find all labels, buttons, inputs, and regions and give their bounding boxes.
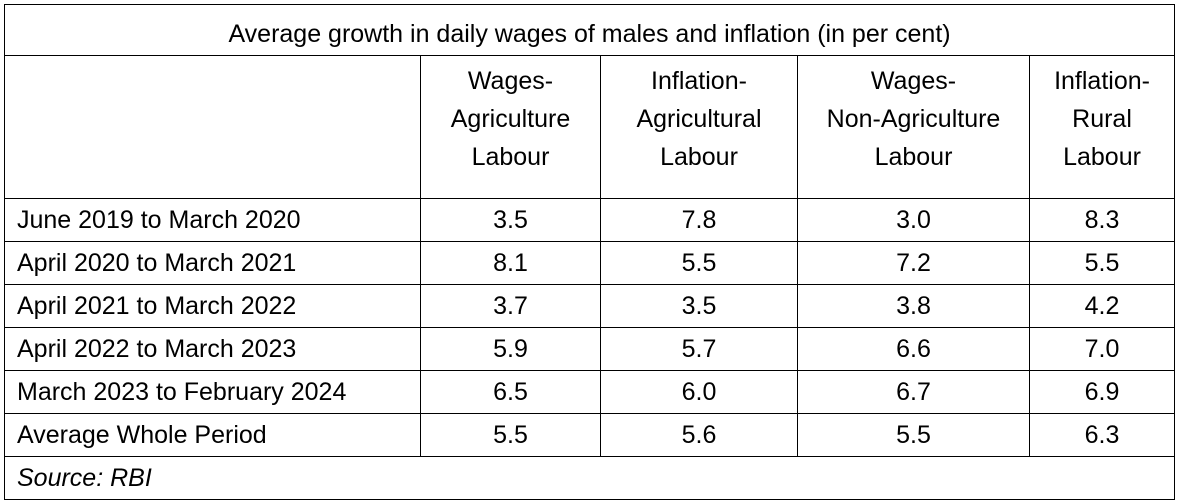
table-cell: 5.7 <box>600 327 798 371</box>
source-row: Source: RBI <box>3 456 1176 500</box>
table-cell: 5.9 <box>420 327 601 371</box>
column-header-wages-non-agriculture: Wages- Non-Agriculture Labour <box>797 55 1030 199</box>
table-cell: 4.2 <box>1028 284 1176 328</box>
column-header-line: Labour <box>874 143 953 171</box>
table-cell: 3.5 <box>420 198 601 242</box>
column-header-line: Rural <box>1072 105 1132 133</box>
table-cell: 3.5 <box>600 284 798 328</box>
row-label: April 2021 to March 2022 <box>4 284 421 328</box>
table-cell: 8.3 <box>1028 198 1176 242</box>
column-header-line: Wages- <box>467 67 554 95</box>
table-row: April 2020 to March 2021 8.1 5.5 7.2 5.5 <box>4 241 1176 285</box>
table-cell: 3.7 <box>420 284 601 328</box>
table-cell: 5.6 <box>600 413 798 457</box>
table-cell: 6.6 <box>797 327 1030 371</box>
table-cell: 5.5 <box>600 241 798 285</box>
header-row: Wages- Agriculture Labour Inflation- Agr… <box>4 55 1176 199</box>
table-cell: 7.8 <box>600 198 798 242</box>
column-header-wages-agriculture: Wages- Agriculture Labour <box>420 55 601 199</box>
table-cell: 3.0 <box>797 198 1030 242</box>
row-label: Average Whole Period <box>4 413 421 457</box>
table-cell: 3.8 <box>797 284 1030 328</box>
table-cell: 7.2 <box>797 241 1030 285</box>
table-row: June 2019 to March 2020 3.5 7.8 3.0 8.3 <box>4 198 1176 242</box>
table-cell: 6.7 <box>797 370 1030 414</box>
column-header-line: Labour <box>471 143 550 171</box>
column-header-line: Labour <box>1063 143 1141 171</box>
wages-inflation-table-container: Average growth in daily wages of males a… <box>3 4 1176 500</box>
row-label-header <box>4 55 421 199</box>
table-cell: 5.5 <box>797 413 1030 457</box>
column-header-inflation-agricultural: Inflation- Agricultural Labour <box>600 55 798 199</box>
table-row: April 2021 to March 2022 3.7 3.5 3.8 4.2 <box>4 284 1176 328</box>
table-cell: 6.9 <box>1028 370 1176 414</box>
row-label: March 2023 to February 2024 <box>4 370 421 414</box>
column-header-line: Wages- <box>870 67 957 95</box>
table-cell: 7.0 <box>1028 327 1176 371</box>
table-title: Average growth in daily wages of males a… <box>3 4 1176 56</box>
column-header-line: Non-Agriculture <box>826 105 1001 133</box>
table-cell: 5.5 <box>420 413 601 457</box>
row-label: April 2022 to March 2023 <box>4 327 421 371</box>
table-row: April 2022 to March 2023 5.9 5.7 6.6 7.0 <box>4 327 1176 371</box>
source-note: Source: RBI <box>3 456 1176 500</box>
row-label: June 2019 to March 2020 <box>4 198 421 242</box>
table-cell: 6.3 <box>1028 413 1176 457</box>
column-header-line: Labour <box>660 143 738 171</box>
table-row: Average Whole Period 5.5 5.6 5.5 6.3 <box>4 413 1176 457</box>
title-row: Average growth in daily wages of males a… <box>3 4 1176 56</box>
column-header-inflation-rural: Inflation- Rural Labour <box>1028 55 1176 199</box>
column-header-line: Agriculture <box>450 105 571 133</box>
column-header-line: Inflation- <box>651 67 747 95</box>
column-header-line: Agricultural <box>636 105 762 133</box>
table-cell: 5.5 <box>1028 241 1176 285</box>
table-cell: 8.1 <box>420 241 601 285</box>
table-row: March 2023 to February 2024 6.5 6.0 6.7 … <box>4 370 1176 414</box>
row-label: April 2020 to March 2021 <box>4 241 421 285</box>
column-header-line: Inflation- <box>1054 67 1150 95</box>
table-cell: 6.5 <box>420 370 601 414</box>
wages-inflation-table: Average growth in daily wages of males a… <box>3 4 1176 500</box>
table-cell: 6.0 <box>600 370 798 414</box>
